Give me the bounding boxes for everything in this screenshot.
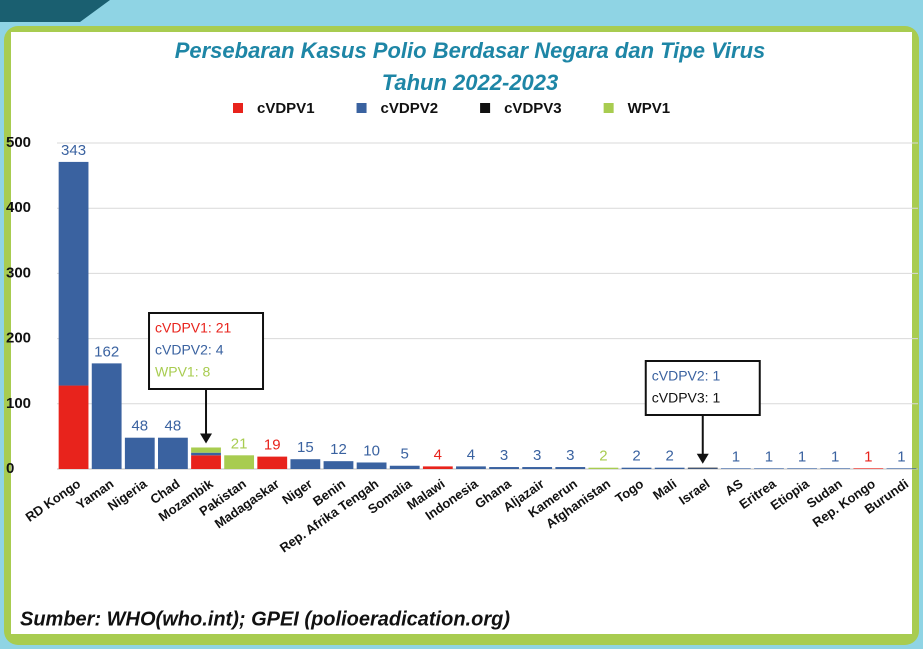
chart-title: Persebaran Kasus Polio Berdasar Negara d… <box>175 38 766 63</box>
data-label: 4 <box>434 446 442 463</box>
legend-swatch <box>356 103 367 113</box>
bar-segment <box>654 467 685 469</box>
bar-segment <box>820 468 851 469</box>
source: Sumber: WHO(who.int); GPEI (polioeradica… <box>20 608 510 630</box>
bar-segment <box>58 385 89 469</box>
legend-label: cVDPV3 <box>504 100 562 117</box>
bar-segment <box>720 468 751 469</box>
data-label: 1 <box>732 448 740 465</box>
legend-label: WPV1 <box>628 100 671 117</box>
corner-decoration <box>0 0 110 22</box>
chart-title: Tahun 2022-2023 <box>382 70 559 95</box>
bar-segment <box>356 462 387 469</box>
card <box>11 32 912 634</box>
data-label: 12 <box>330 441 347 458</box>
data-label: 1 <box>798 448 806 465</box>
data-label: 1 <box>765 448 773 465</box>
data-label: 1 <box>831 448 839 465</box>
legend-label: cVDPV1 <box>257 100 315 117</box>
data-label: 1 <box>897 448 905 465</box>
bar-segment <box>91 363 122 469</box>
bar-segment <box>787 468 817 469</box>
bar-segment <box>124 437 155 469</box>
bar-segment <box>58 161 89 386</box>
data-label: 10 <box>363 442 380 459</box>
bar-segment <box>191 447 221 453</box>
data-label: 3 <box>566 447 574 464</box>
bar-segment <box>191 455 221 469</box>
bar-segment <box>191 452 221 456</box>
y-tick-label: 400 <box>6 199 31 216</box>
bar-segment <box>257 456 288 469</box>
bar-segment <box>754 468 784 469</box>
annotation-text: cVDPV2: 1 <box>652 368 721 384</box>
y-tick-label: 500 <box>6 134 31 151</box>
data-label: 1 <box>864 448 872 465</box>
data-label: 162 <box>94 343 119 360</box>
annotation-arrowhead <box>696 453 709 464</box>
bar-segment <box>588 467 619 469</box>
legend-swatch <box>233 103 243 113</box>
bar-segment <box>853 468 884 469</box>
bar-segment <box>522 467 553 469</box>
legend-label: cVDPV2 <box>381 100 439 117</box>
data-label: 3 <box>533 447 541 464</box>
legend-swatch <box>480 103 491 113</box>
data-label: 48 <box>131 418 148 435</box>
bar-segment <box>456 466 486 469</box>
data-label: 4 <box>467 446 475 463</box>
data-label: 2 <box>632 448 640 465</box>
bar-segment <box>886 468 917 469</box>
data-label: 343 <box>61 142 86 159</box>
y-tick-label: 0 <box>6 460 14 477</box>
data-label: 2 <box>665 448 673 465</box>
data-label: 21 <box>231 435 248 452</box>
annotation-box <box>644 360 761 416</box>
bar-segment <box>389 465 420 469</box>
y-tick-label: 100 <box>6 395 31 412</box>
bar-segment <box>687 468 718 469</box>
data-label: 19 <box>264 437 281 454</box>
data-label: 3 <box>500 447 508 464</box>
annotation-arrowhead <box>200 433 213 444</box>
annotation-text: WPV1: 8 <box>155 364 210 380</box>
bar-segment <box>687 467 718 469</box>
annotation-box <box>148 312 265 390</box>
y-tick-label: 200 <box>6 330 31 347</box>
data-label: 5 <box>401 446 409 463</box>
bar-segment <box>555 467 586 469</box>
legend-swatch <box>603 103 614 113</box>
bar-segment <box>323 461 354 469</box>
data-label: 15 <box>297 439 314 456</box>
annotation-text: cVDPV1: 21 <box>155 320 231 336</box>
bar-segment <box>158 437 188 469</box>
bar-segment <box>621 467 652 469</box>
annotation-text: cVDPV3: 1 <box>652 390 721 406</box>
data-label: 2 <box>599 448 607 465</box>
annotation-text: cVDPV2: 4 <box>155 342 224 358</box>
y-tick-label: 300 <box>6 264 31 281</box>
bar-segment <box>489 467 519 469</box>
bar-segment <box>290 459 321 469</box>
bar-segment <box>422 466 453 469</box>
bar-segment <box>224 455 255 469</box>
data-label: 48 <box>165 418 182 435</box>
